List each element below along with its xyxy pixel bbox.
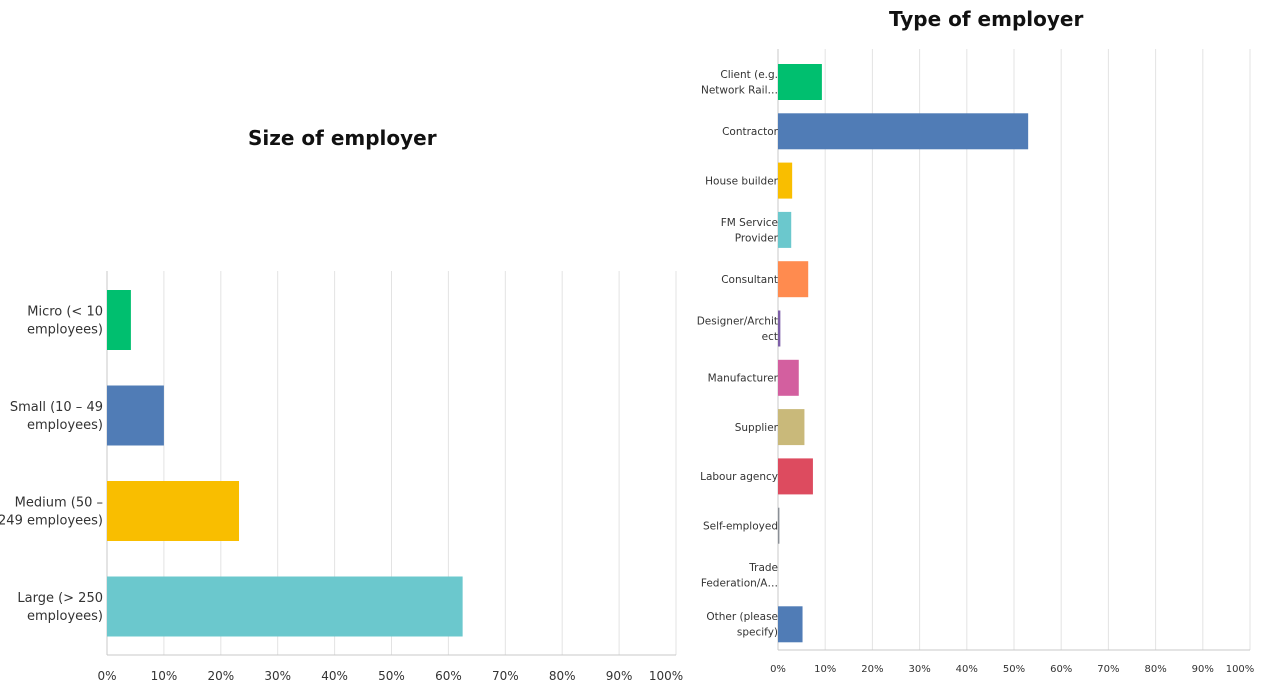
type-category-label-line: Other (please bbox=[706, 611, 778, 623]
size-category-label-line: Micro (< 10 bbox=[27, 305, 103, 320]
type-category-label-line: ect bbox=[762, 331, 778, 343]
type-category-label-line: Labour agency bbox=[700, 471, 778, 483]
type-category-label-line: Supplier bbox=[735, 422, 779, 434]
type-category-label: Other (please specify) bbox=[706, 611, 778, 639]
type-tick-label: 60% bbox=[1050, 664, 1072, 675]
type-bar bbox=[778, 409, 805, 446]
type-tick-label: 40% bbox=[956, 664, 978, 675]
type-tick-label: 80% bbox=[1144, 664, 1166, 675]
type-category-label-line: Provider bbox=[735, 232, 779, 244]
type-category-label: House builder bbox=[705, 175, 779, 187]
size-category-label: Micro (< 10 employees) bbox=[27, 305, 103, 338]
type-bar bbox=[778, 261, 809, 298]
size-tick-label: 70% bbox=[492, 669, 519, 683]
size-category-label: Medium (50 – 249 employees) bbox=[0, 496, 103, 529]
size-category-label-line: employees) bbox=[27, 609, 103, 624]
type-tick-label: 30% bbox=[908, 664, 930, 675]
type-category-label-line: Federation/A… bbox=[701, 577, 778, 589]
size-category-label-line: 249 employees) bbox=[0, 514, 103, 529]
type-category-label: FM Service Provider bbox=[721, 217, 779, 245]
type-bar bbox=[778, 359, 799, 396]
size-category-label: Small (10 – 49 employees) bbox=[10, 400, 103, 433]
type-category-label-line: Designer/Archit bbox=[697, 315, 778, 327]
type-of-employer-title: Type of employer bbox=[889, 7, 1084, 31]
type-tick-label: 70% bbox=[1097, 664, 1119, 675]
type-bar bbox=[778, 211, 792, 248]
type-bar bbox=[778, 64, 822, 100]
size-of-employer-title: Size of employer bbox=[248, 126, 437, 150]
type-category-label-line: Client (e.g. bbox=[720, 69, 778, 81]
type-category-label: Trade Federation/A… bbox=[701, 562, 778, 590]
size-bar bbox=[107, 481, 240, 541]
type-bar bbox=[778, 458, 813, 495]
type-bar bbox=[778, 507, 780, 544]
size-category-label-line: employees) bbox=[27, 418, 103, 433]
size-tick-label: 100% bbox=[649, 669, 683, 683]
size-tick-label: 50% bbox=[378, 669, 405, 683]
size-chart: 0% 10% 20% 30% 40% 50% 60% 70% 80% 90% 100% Micro (… bbox=[0, 271, 683, 683]
size-tick-label: 20% bbox=[207, 669, 234, 683]
type-tick-label: 90% bbox=[1192, 664, 1214, 675]
type-category-label-line: Trade bbox=[748, 562, 778, 574]
type-category-label-line: Contractor bbox=[722, 126, 779, 138]
type-tick-label: 10% bbox=[814, 664, 836, 675]
type-category-label: Consultant bbox=[721, 274, 778, 286]
type-tick-label: 20% bbox=[861, 664, 883, 675]
type-category-label-line: Consultant bbox=[721, 274, 778, 286]
type-category-label-line: specify) bbox=[737, 627, 778, 639]
type-category-label-line: House builder bbox=[705, 175, 779, 187]
size-category-label: Large (> 250 employees) bbox=[17, 591, 103, 624]
type-category-label: Contractor bbox=[722, 126, 779, 138]
type-category-label-line: Manufacturer bbox=[708, 372, 779, 384]
size-tick-label: 80% bbox=[549, 669, 576, 683]
type-category-label: Self-employed bbox=[703, 520, 778, 532]
type-bar bbox=[778, 310, 781, 347]
type-category-label: Client (e.g. Network Rail… bbox=[701, 69, 778, 97]
size-bar bbox=[107, 290, 131, 350]
size-category-label-line: Small (10 – 49 bbox=[10, 400, 103, 415]
type-category-label: Supplier bbox=[735, 422, 779, 434]
type-category-label: Designer/Archit ect bbox=[697, 315, 778, 343]
type-category-label: Labour agency bbox=[700, 471, 778, 483]
type-bar bbox=[778, 113, 1029, 150]
type-bar bbox=[778, 162, 793, 199]
size-bar bbox=[107, 385, 164, 446]
size-tick-label: 0% bbox=[97, 669, 116, 683]
type-chart: 0% 10% 20% 30% 40% 50% 60% 70% 80% 90% 100% Client … bbox=[697, 49, 1255, 675]
size-bar bbox=[107, 576, 463, 637]
type-tick-label: 50% bbox=[1003, 664, 1025, 675]
type-category-label: Manufacturer bbox=[708, 372, 779, 384]
type-category-label-line: FM Service bbox=[721, 217, 778, 229]
size-tick-label: 60% bbox=[435, 669, 462, 683]
type-category-label-line: Self-employed bbox=[703, 520, 778, 532]
size-tick-label: 40% bbox=[321, 669, 348, 683]
type-category-label-line: Network Rail… bbox=[701, 84, 778, 96]
size-category-label-line: employees) bbox=[27, 323, 103, 338]
type-tick-label: 0% bbox=[770, 664, 786, 675]
size-tick-label: 30% bbox=[264, 669, 291, 683]
size-tick-label: 10% bbox=[151, 669, 178, 683]
size-category-label-line: Medium (50 – bbox=[15, 496, 103, 511]
type-bar bbox=[778, 606, 803, 643]
size-tick-label: 90% bbox=[606, 669, 633, 683]
type-tick-label: 100% bbox=[1226, 664, 1255, 675]
size-category-label-line: Large (> 250 bbox=[17, 591, 103, 606]
